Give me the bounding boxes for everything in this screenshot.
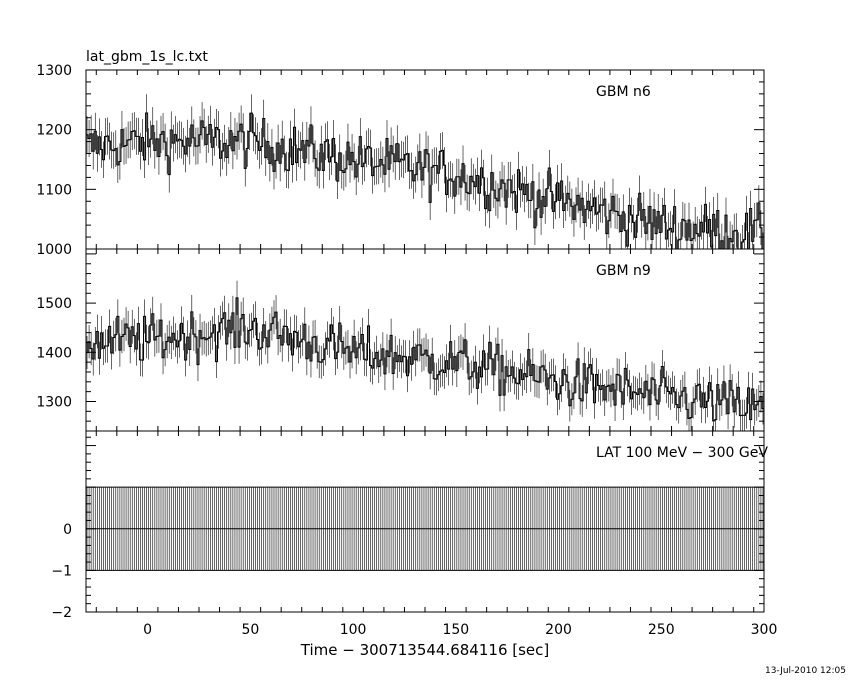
- panel-1-label: GBM n6: [596, 84, 651, 100]
- panel-1-error-bars: [86, 94, 764, 249]
- panel-1-data: [86, 94, 764, 249]
- x-tick-label: 150: [442, 622, 469, 638]
- panel-3-y-tick-label: −1: [51, 563, 72, 579]
- x-tick-label: 200: [545, 622, 572, 638]
- panel-3: −2 −1 0 LAT 100 MeV − 300 GeV: [51, 430, 768, 621]
- chart-title: lat_gbm_1s_lc.txt: [86, 49, 208, 65]
- x-tick-label: 300: [751, 622, 778, 638]
- timestamp: 13-Jul-2010 12:05: [765, 666, 846, 676]
- x-tick-label: 0: [143, 622, 152, 638]
- panels: 1000 1100 1200 1300 GBM n6 1300 1400 1500 GBM n9…: [36, 63, 768, 621]
- panel-2-y-tick-label: 1400: [36, 345, 72, 361]
- panel-2-error-bars: [86, 280, 764, 431]
- x-tick-label: 50: [241, 622, 259, 638]
- panel-1: 1000 1100 1200 1300 GBM n6: [36, 63, 765, 258]
- panel-1-y-tick-label: 1000: [36, 242, 72, 258]
- panel-2-series-line: [86, 297, 764, 422]
- x-tick-label: 250: [648, 622, 675, 638]
- panel-1-series-line: [86, 112, 764, 249]
- panel-2-y-tick-label: 1500: [36, 296, 72, 312]
- x-axis: 0 50 100 150 200 250 300: [143, 622, 777, 638]
- x-tick-label: 100: [340, 622, 367, 638]
- panel-1-y-tick-label: 1100: [36, 182, 72, 198]
- panel-3-y-tick-label: 0: [63, 522, 72, 538]
- panel-1-y-tick-label: 1200: [36, 123, 72, 139]
- panel-2-data: [86, 280, 764, 431]
- panel-2: 1300 1400 1500 GBM n9: [36, 248, 765, 432]
- panel-2-label: GBM n9: [596, 263, 651, 279]
- panel-2-y-tick-label: 1300: [36, 394, 72, 410]
- panel-3-y-tick-label: −2: [51, 605, 72, 621]
- x-axis-label: Time − 300713544.684116 [sec]: [300, 641, 550, 659]
- panel-3-label: LAT 100 MeV − 300 GeV: [596, 445, 768, 461]
- panel-3-data: [86, 486, 764, 571]
- panel-1-y-tick-label: 1300: [36, 63, 72, 79]
